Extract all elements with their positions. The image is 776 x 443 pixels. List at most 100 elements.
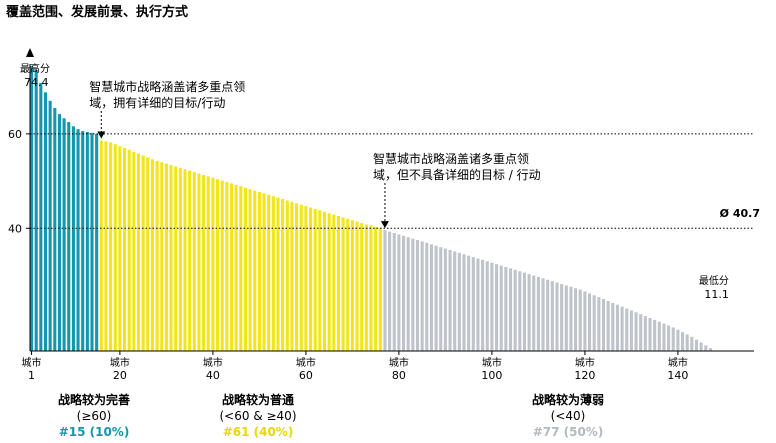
x-tick-label-80: 80 bbox=[392, 369, 406, 382]
bar-138 bbox=[667, 325, 671, 351]
bar-137 bbox=[662, 323, 666, 351]
max-label: 最高分 bbox=[20, 62, 50, 75]
bar-13 bbox=[85, 131, 89, 351]
bar-80 bbox=[397, 234, 401, 351]
bar-12 bbox=[81, 131, 85, 351]
bar-121 bbox=[588, 293, 592, 351]
bar-116 bbox=[564, 285, 568, 351]
bar-97 bbox=[476, 258, 480, 351]
bar-66 bbox=[332, 214, 336, 351]
bar-84 bbox=[415, 240, 420, 351]
bar-77 bbox=[383, 230, 387, 351]
bar-142 bbox=[685, 334, 689, 351]
bar-71 bbox=[355, 221, 359, 351]
group-strong-legend: 战略较为完善 (≥60) #15 (10%) bbox=[14, 392, 174, 440]
annotation-2-line2: 域，但不具备详细的目标 / 行动 bbox=[373, 167, 541, 182]
bar-93 bbox=[457, 252, 461, 351]
bar-105 bbox=[513, 269, 517, 351]
bar-70 bbox=[350, 220, 354, 351]
group-weak-count: #77 (50%) bbox=[532, 425, 604, 439]
x-tick-label-140-city: 城市 bbox=[668, 356, 688, 369]
bar-50 bbox=[257, 191, 261, 351]
bar-56 bbox=[285, 200, 289, 351]
bar-45 bbox=[234, 184, 238, 351]
bar-40 bbox=[211, 177, 215, 351]
bar-131 bbox=[634, 312, 638, 351]
bar-126 bbox=[611, 302, 615, 351]
bar-24 bbox=[136, 153, 141, 351]
group-strong-name: 战略较为完善 bbox=[57, 393, 130, 407]
bar-99 bbox=[485, 261, 489, 351]
annotation-2-line1: 智慧城市战略涵盖诸多重点领 bbox=[373, 151, 529, 166]
bar-16 bbox=[99, 140, 103, 351]
bar-113 bbox=[550, 281, 554, 351]
x-tick-label-120: 120 bbox=[574, 369, 595, 382]
bar-88 bbox=[434, 245, 438, 351]
bar-18 bbox=[109, 142, 113, 351]
bar-6 bbox=[53, 107, 57, 351]
y-tick-label-40: 40 bbox=[8, 222, 22, 235]
bar-136 bbox=[657, 321, 661, 351]
bar-3 bbox=[39, 82, 43, 352]
bar-10 bbox=[71, 126, 75, 351]
bar-141 bbox=[681, 332, 685, 351]
bar-31 bbox=[169, 165, 173, 351]
chart-title: 覆盖范围、发展前景、执行方式 bbox=[6, 5, 189, 20]
min-label: 最低分 bbox=[699, 274, 729, 287]
bar-23 bbox=[132, 151, 136, 351]
y-tick-label-60: 60 bbox=[8, 128, 22, 141]
bar-52 bbox=[267, 194, 271, 351]
bar-25 bbox=[141, 155, 145, 351]
bar-41 bbox=[216, 179, 220, 351]
group-average-name: 战略较为普通 bbox=[221, 393, 294, 407]
group-average-range: (<60 & ≥40) bbox=[219, 409, 297, 423]
bar-100 bbox=[490, 262, 494, 351]
bar-30 bbox=[164, 163, 168, 351]
bar-119 bbox=[578, 289, 582, 351]
bar-21 bbox=[123, 148, 127, 351]
bar-60 bbox=[304, 206, 308, 351]
group-strong-count: #15 (10%) bbox=[58, 425, 130, 439]
bar-90 bbox=[443, 248, 447, 351]
x-tick-label-20: 20 bbox=[113, 369, 127, 382]
annotation-2-arrow-icon bbox=[380, 221, 389, 229]
x-tick-label-1-city: 城市 bbox=[22, 356, 42, 369]
bar-73 bbox=[364, 224, 368, 351]
bar-22 bbox=[127, 149, 131, 351]
annotation-1-arrow-icon bbox=[97, 131, 106, 139]
bar-125 bbox=[606, 300, 610, 351]
bar-51 bbox=[262, 193, 266, 351]
bar-104 bbox=[508, 268, 513, 351]
group-average-legend: 战略较为普通 (<60 & ≥40) #61 (40%) bbox=[178, 392, 338, 440]
x-tick-label-40: 40 bbox=[206, 369, 220, 382]
bar-9 bbox=[67, 122, 71, 351]
group-average-count: #61 (40%) bbox=[222, 425, 294, 439]
bar-98 bbox=[481, 259, 485, 351]
bar-1 bbox=[30, 65, 34, 351]
bar-120 bbox=[583, 291, 587, 351]
bar-8 bbox=[62, 118, 66, 351]
bar-64 bbox=[322, 211, 327, 351]
bar-29 bbox=[160, 162, 164, 351]
bar-76 bbox=[378, 227, 382, 351]
x-tick-label-100-city: 城市 bbox=[482, 356, 502, 369]
bar-68 bbox=[341, 217, 345, 351]
bar-81 bbox=[402, 235, 406, 351]
bar-17 bbox=[104, 141, 108, 351]
bar-34 bbox=[183, 169, 187, 351]
bar-44 bbox=[229, 183, 234, 351]
bar-32 bbox=[174, 166, 178, 351]
bar-147 bbox=[708, 348, 712, 351]
bar-35 bbox=[188, 170, 192, 351]
bar-26 bbox=[146, 157, 150, 351]
bar-108 bbox=[527, 274, 531, 351]
bar-48 bbox=[248, 189, 252, 351]
bar-4 bbox=[43, 92, 48, 351]
up-arrow-icon bbox=[26, 48, 34, 57]
bar-5 bbox=[48, 100, 52, 351]
bar-144 bbox=[694, 339, 699, 351]
bar-36 bbox=[192, 172, 196, 351]
bar-7 bbox=[57, 114, 61, 351]
bar-95 bbox=[467, 255, 471, 351]
